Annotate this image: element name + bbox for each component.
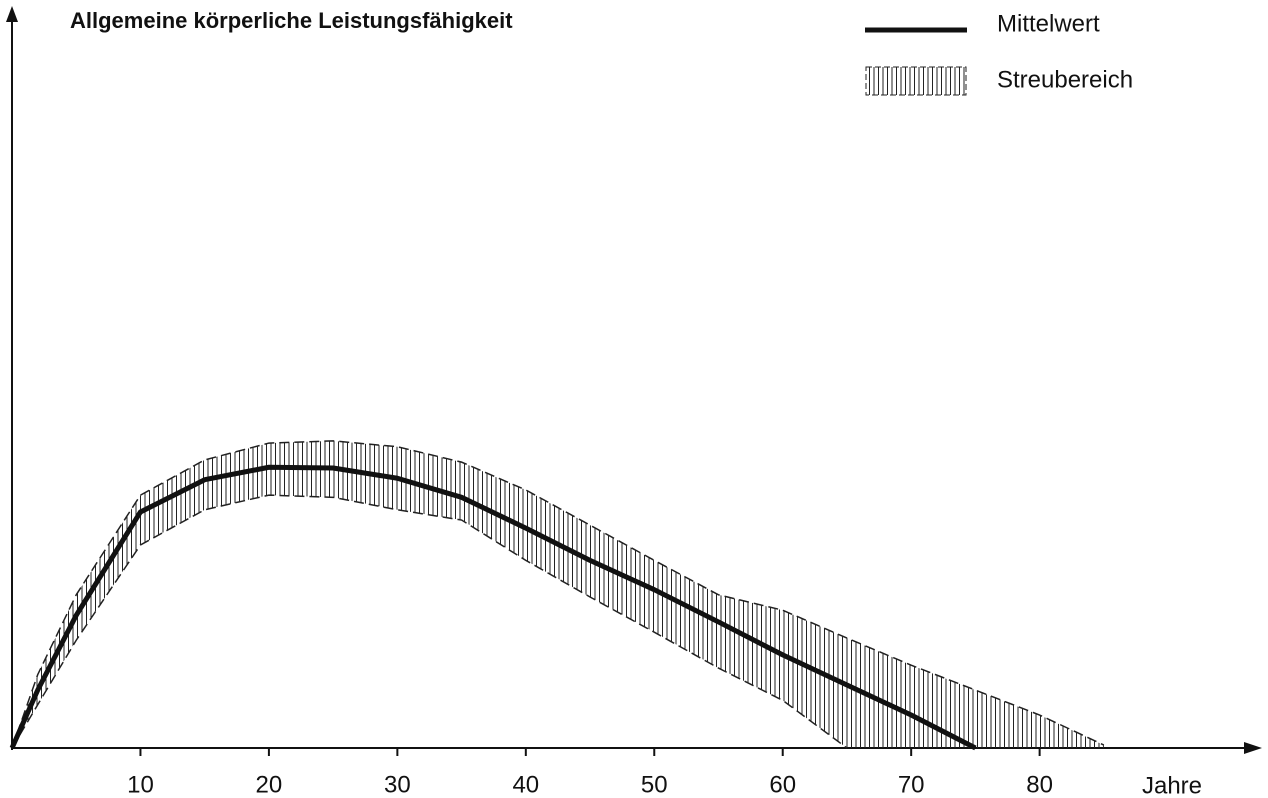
- legend-band: [865, 66, 967, 96]
- x-tick-label: 30: [384, 771, 411, 798]
- x-tick-label: 10: [127, 771, 154, 798]
- legend-label: Streubereich: [997, 66, 1133, 93]
- x-axis-label: Jahre: [1142, 772, 1202, 798]
- band-area: [12, 440, 1104, 748]
- x-tick-label: 20: [256, 771, 283, 798]
- x-axis-arrow: [1244, 742, 1262, 754]
- band-lower: [11, 494, 848, 749]
- x-tick-label: 50: [641, 771, 668, 798]
- x-tick-label: 60: [769, 771, 796, 798]
- legend-label: Mittelwert: [997, 10, 1100, 37]
- mean-line: [9, 464, 977, 751]
- x-tick-label: 40: [512, 771, 539, 798]
- x-tick-label: 70: [898, 771, 925, 798]
- band-upper: [11, 440, 1105, 749]
- x-tick-label: 80: [1026, 771, 1053, 798]
- y-axis-arrow: [6, 6, 18, 22]
- chart-title: Allgemeine körperliche Leistungsfähigkei…: [70, 8, 513, 33]
